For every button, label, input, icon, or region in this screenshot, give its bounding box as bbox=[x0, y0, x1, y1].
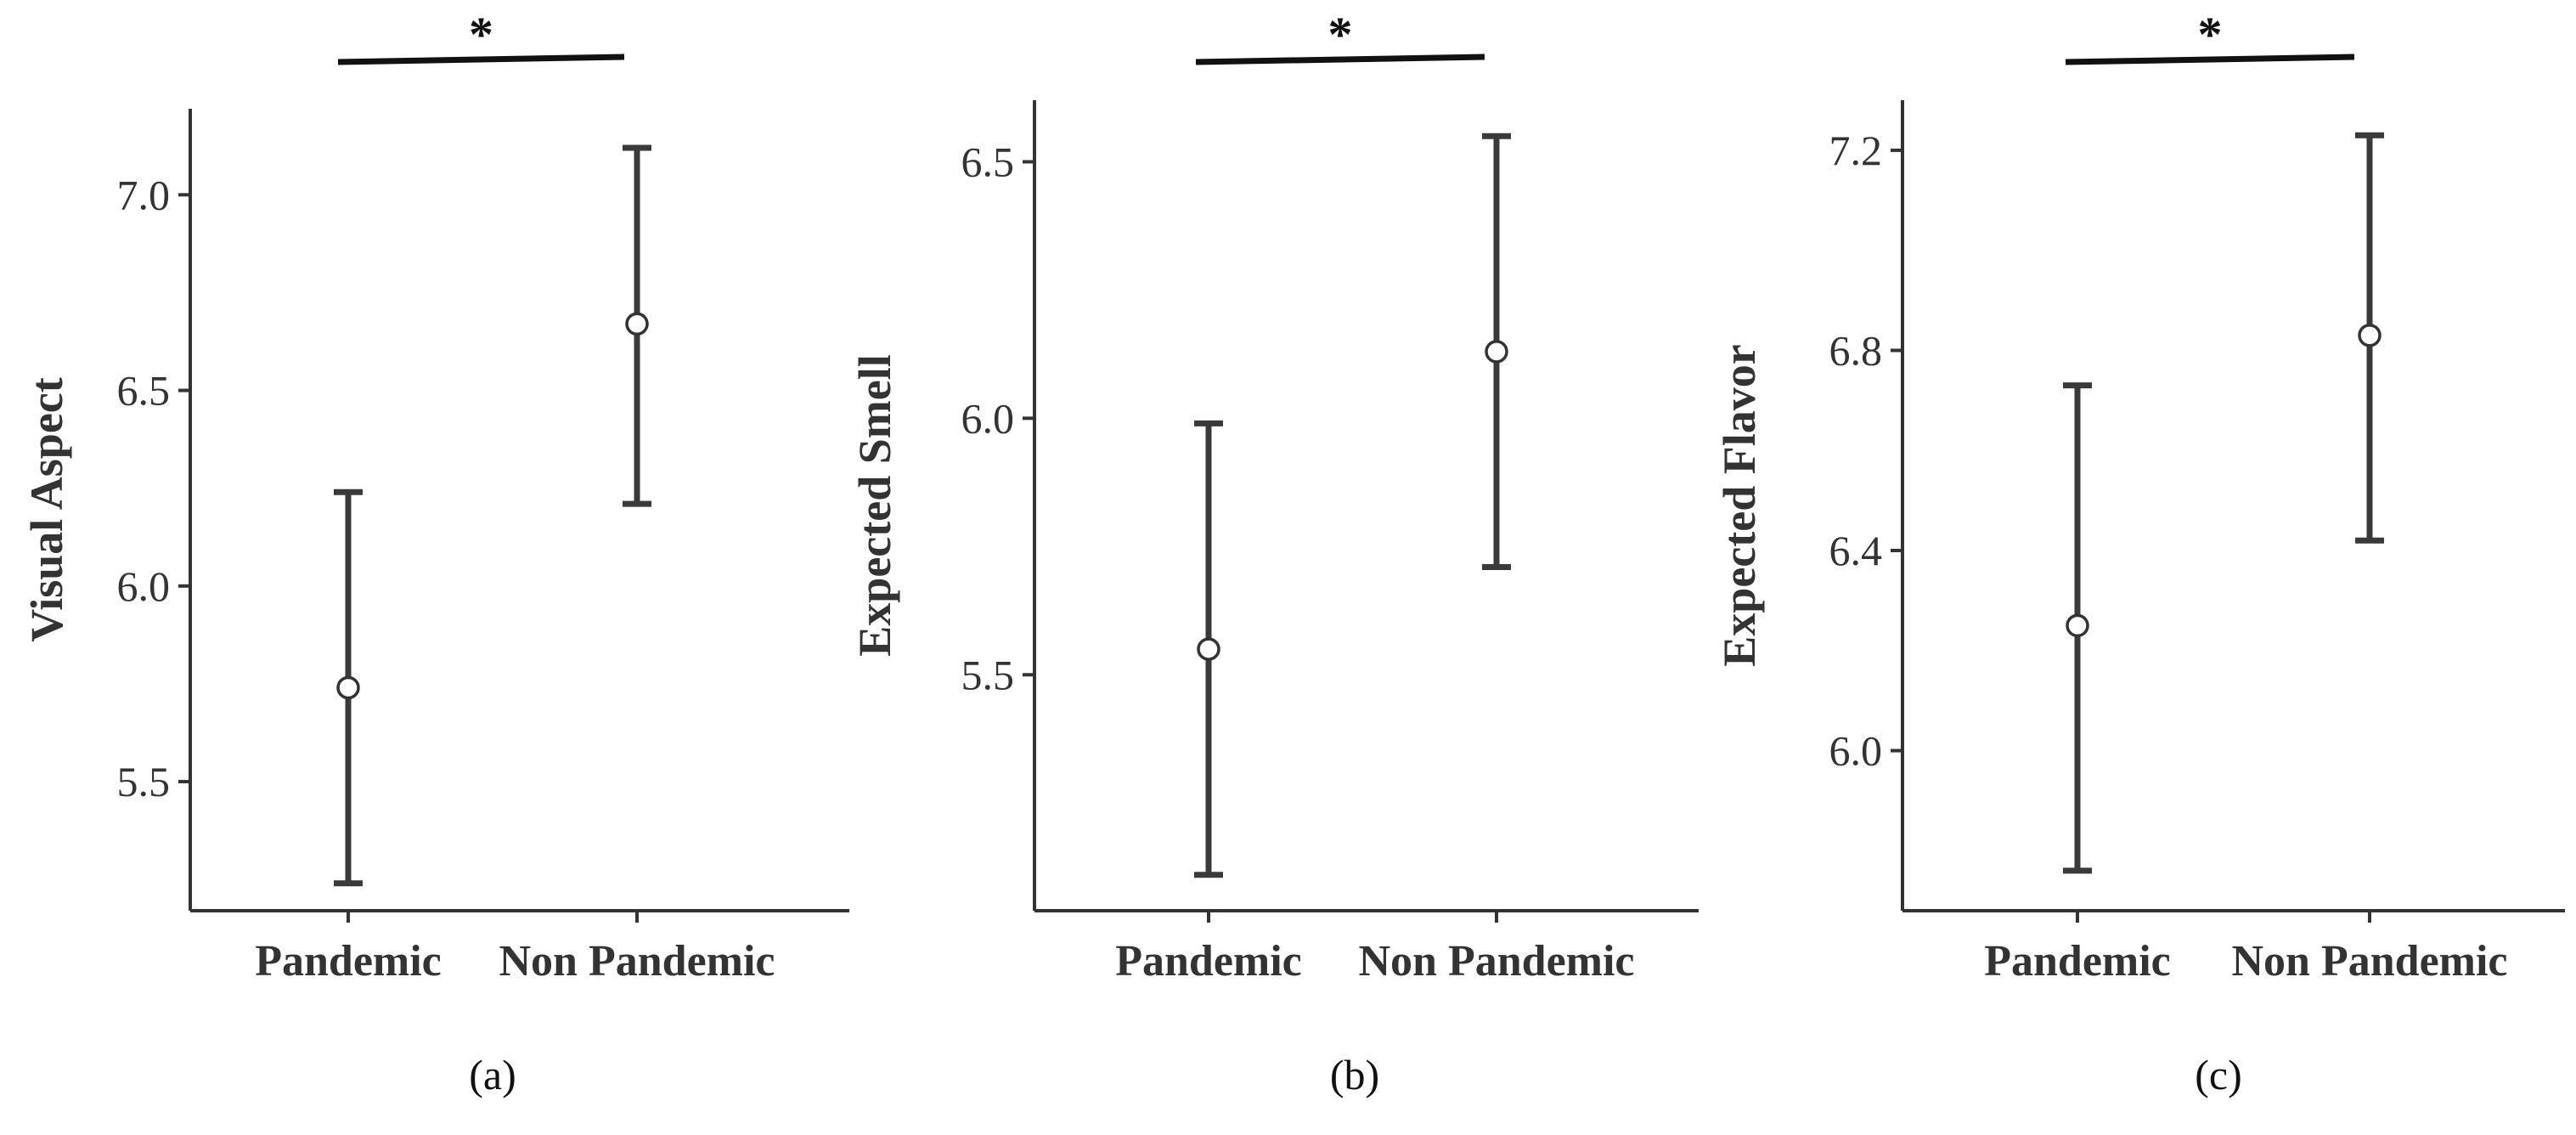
significance-bar bbox=[1195, 54, 1485, 65]
y-tick-label: 7.0 bbox=[117, 171, 171, 218]
y-axis-label: Expected Smell bbox=[849, 354, 900, 656]
y-tick-label: 6.0 bbox=[117, 562, 171, 610]
y-tick-label: 6.0 bbox=[1829, 727, 1883, 775]
y-tick-label: 5.5 bbox=[961, 651, 1015, 698]
mean-point bbox=[1485, 340, 1508, 364]
panel-caption: (a) bbox=[469, 1051, 516, 1098]
y-tick-label: 6.4 bbox=[1829, 527, 1883, 574]
x-tick-label: Pandemic bbox=[1115, 937, 1302, 985]
y-axis-label: Expected Flavor bbox=[1714, 344, 1765, 666]
y-tick-label: 6.5 bbox=[961, 138, 1015, 185]
y-tick-label: 6.5 bbox=[117, 367, 171, 415]
panel-caption: (c) bbox=[2195, 1051, 2242, 1098]
y-tick-label: 5.5 bbox=[117, 758, 171, 805]
x-tick-label: Non Pandemic bbox=[2232, 937, 2508, 985]
significance-star: * bbox=[469, 7, 493, 62]
mean-point bbox=[2358, 324, 2382, 347]
significance-bar bbox=[337, 54, 625, 65]
significance-star: * bbox=[2198, 7, 2223, 62]
x-tick-label: Non Pandemic bbox=[1359, 937, 1635, 985]
y-axis-label: Visual Aspect bbox=[21, 377, 72, 642]
mean-point bbox=[1197, 637, 1220, 661]
y-tick-label: 7.2 bbox=[1829, 127, 1883, 174]
significance-bar bbox=[2065, 54, 2355, 65]
y-tick-label: 6.0 bbox=[961, 394, 1015, 442]
mean-point bbox=[336, 675, 360, 700]
mean-point bbox=[2066, 613, 2089, 638]
x-tick-label: Pandemic bbox=[1984, 937, 2171, 985]
significance-star: * bbox=[1328, 7, 1353, 62]
y-tick-label: 6.8 bbox=[1829, 326, 1883, 374]
x-tick-label: Pandemic bbox=[255, 937, 442, 985]
panel-caption: (b) bbox=[1330, 1051, 1379, 1098]
x-tick-label: Non Pandemic bbox=[499, 937, 775, 985]
mean-point bbox=[625, 312, 649, 336]
